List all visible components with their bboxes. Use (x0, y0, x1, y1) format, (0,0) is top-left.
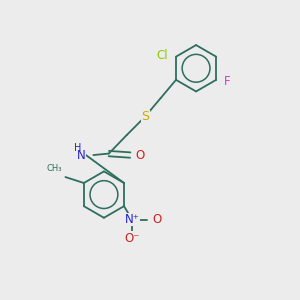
Text: N: N (77, 148, 86, 162)
Text: CH₃: CH₃ (47, 164, 62, 173)
Text: H: H (74, 142, 82, 153)
Text: S: S (141, 110, 149, 123)
Text: O⁻: O⁻ (124, 232, 140, 245)
Text: F: F (224, 75, 230, 88)
Text: N⁺: N⁺ (125, 213, 140, 226)
Text: O: O (136, 148, 145, 162)
Text: Cl: Cl (156, 49, 168, 62)
Text: O: O (152, 213, 161, 226)
